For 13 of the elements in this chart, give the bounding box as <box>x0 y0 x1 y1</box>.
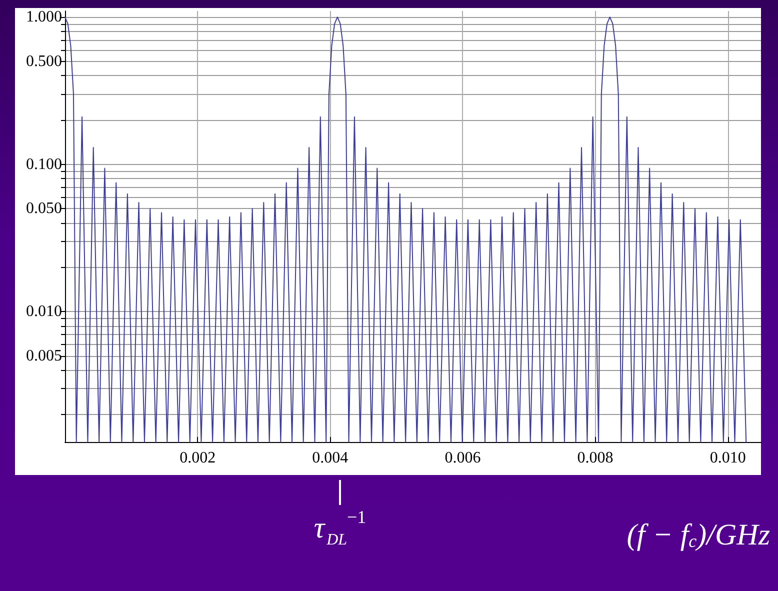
y-tick-label: 0.050 <box>26 200 62 218</box>
x-axis-title: (f − fc)/GHz <box>626 518 770 552</box>
y-tick-label: 0.500 <box>26 52 62 70</box>
y-tick-label: 1.000 <box>26 8 62 26</box>
x-tick-label: 0.006 <box>444 450 481 466</box>
line-series <box>64 16 747 442</box>
y-tick-label: 0.010 <box>26 303 62 320</box>
x-tick-label: 0.002 <box>180 450 216 466</box>
y-tick-label: 0.100 <box>26 156 62 173</box>
x-tick-label: 0.008 <box>577 450 614 466</box>
y-tick-label: 0.005 <box>26 347 62 364</box>
x-tick-label: 0.010 <box>710 450 746 466</box>
x-tick-label: 0.004 <box>312 450 348 466</box>
